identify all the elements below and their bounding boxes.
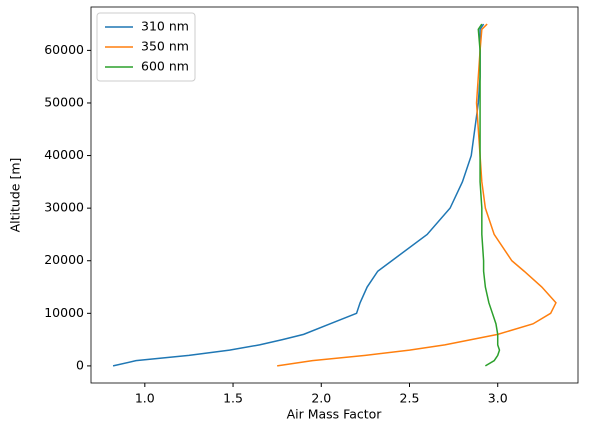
- x-tick-label: 2.0: [311, 391, 331, 406]
- legend-box: [96, 12, 196, 82]
- data-line: [112, 23, 485, 367]
- legend-label: 350 nm: [141, 39, 189, 54]
- x-tick-label: 2.5: [400, 391, 420, 406]
- y-tick-label: 60000: [44, 42, 84, 57]
- y-tick-label: 30000: [44, 200, 84, 215]
- y-tick-label: 0: [76, 357, 84, 372]
- plot-frame: [90, 6, 579, 384]
- x-tick-label: 1.0: [135, 391, 155, 406]
- data-line: [477, 23, 501, 367]
- x-tick-label: 1.5: [223, 391, 243, 406]
- legend: 310 nm 350 nm 600 nm: [96, 12, 196, 82]
- y-tick-label: 20000: [44, 252, 84, 267]
- y-tick-label: 10000: [44, 305, 84, 320]
- x-tick-label: 3.0: [488, 391, 508, 406]
- data-line: [277, 23, 557, 367]
- legend-label: 310 nm: [141, 19, 189, 34]
- y-tick-label: 40000: [44, 147, 84, 162]
- y-axis-label: Altitude [m]: [8, 158, 23, 233]
- y-tick-label: 50000: [44, 94, 84, 109]
- x-axis-label: Air Mass Factor: [287, 407, 383, 422]
- legend-label: 600 nm: [141, 59, 189, 74]
